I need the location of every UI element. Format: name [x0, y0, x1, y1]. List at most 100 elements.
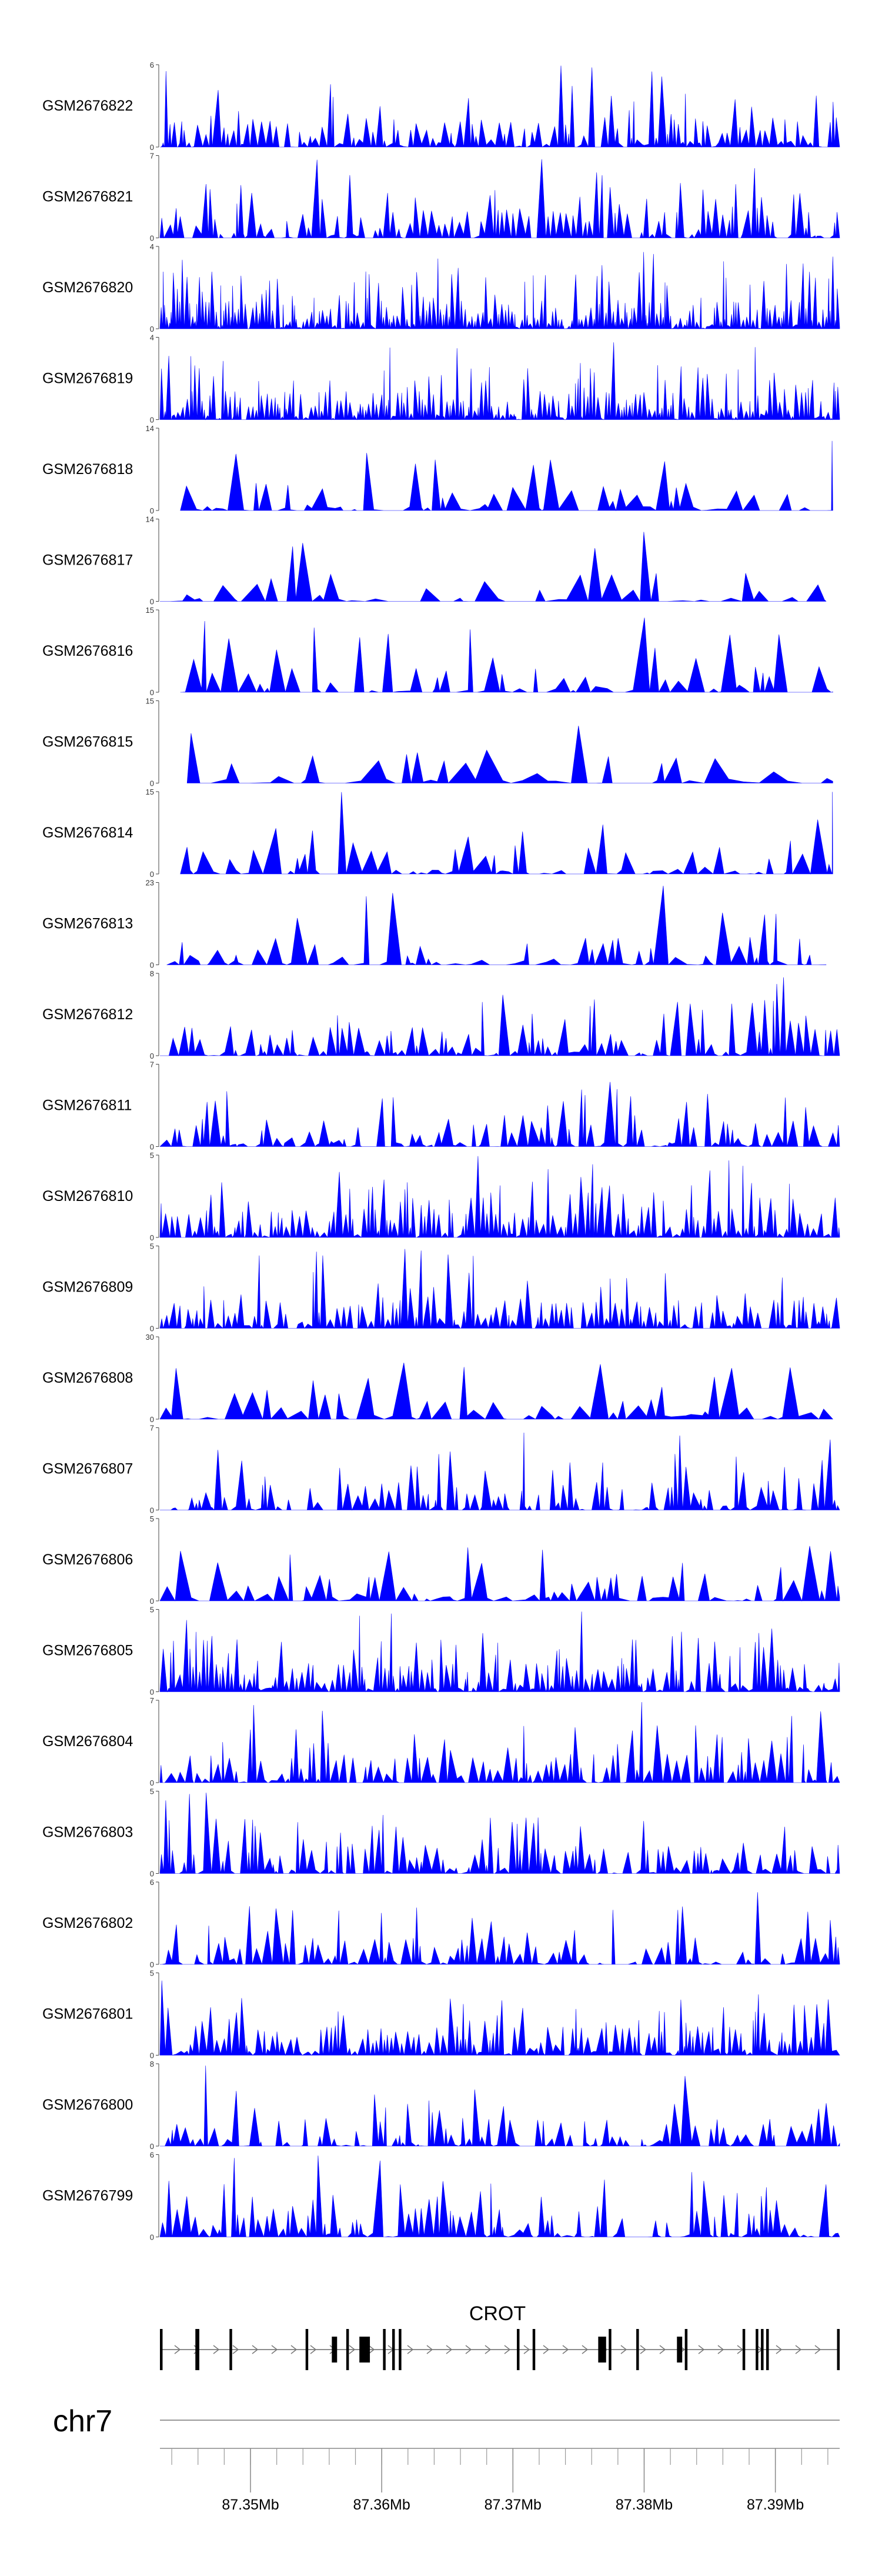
y-axis: 15 0: [146, 606, 159, 697]
strand-arrow: [795, 2345, 802, 2354]
strand-arrow: [174, 2345, 181, 2354]
track-label: GSM2676808: [42, 1370, 133, 1386]
y-min-label: 0: [150, 234, 154, 243]
y-axis: 70: [150, 1424, 159, 1515]
y-axis: 14 0: [146, 424, 159, 515]
strand-arrow: [407, 2345, 414, 2354]
strand-arrow: [562, 2345, 569, 2354]
coverage-area: [159, 1702, 840, 1784]
strand-arrow: [485, 2345, 492, 2354]
y-max-label: 7: [150, 152, 154, 161]
y-max-label: 5: [150, 1787, 154, 1796]
y-axis: 50: [150, 1787, 159, 1878]
y-max-label: 5: [150, 1151, 154, 1160]
y-axis: 14 0: [146, 515, 159, 606]
y-axis: 60: [150, 1878, 159, 1969]
track-label: GSM2676816: [42, 643, 133, 659]
gene-exon: [742, 2329, 746, 2370]
y-max-label: 30: [146, 1333, 154, 1342]
y-min-label: 0: [150, 1688, 154, 1697]
y-axis: 50: [150, 1606, 159, 1697]
track-label: GSM2676822: [42, 98, 133, 114]
coverage-area: [166, 886, 827, 966]
gene-exon: [756, 2329, 759, 2370]
coverage-area: [160, 532, 827, 602]
gene-exon: [609, 2329, 612, 2370]
strand-arrow: [349, 2345, 356, 2354]
coverage-area: [159, 252, 840, 330]
track-label: GSM2676818: [42, 461, 133, 478]
strand-arrow: [232, 2345, 239, 2354]
coverage-area: [160, 977, 840, 1057]
y-min-label: 0: [150, 1870, 154, 1878]
y-min-label: 0: [150, 961, 154, 970]
coverage-track: GSM2676814 15 0: [42, 788, 833, 879]
gene-track: CROT: [160, 2303, 840, 2370]
axis-tick-label: 87.38Mb: [616, 2497, 673, 2513]
strand-arrow: [523, 2345, 530, 2354]
y-axis: 23 0: [146, 879, 159, 970]
axis-tick-label: 87.37Mb: [485, 2497, 542, 2513]
gene-exon: [392, 2329, 395, 2370]
y-max-label: 8: [150, 969, 154, 978]
y-min-label: 0: [150, 1143, 154, 1152]
y-min-label: 0: [150, 688, 154, 697]
y-min-label: 0: [150, 1415, 154, 1424]
track-label: GSM2676807: [42, 1461, 133, 1477]
gene-exon: [229, 2329, 232, 2370]
track-label: GSM2676820: [42, 279, 133, 296]
coverage-area: [180, 618, 833, 693]
y-axis: 40: [150, 333, 159, 425]
coverage-area: [159, 1980, 840, 2056]
y-axis: 70: [150, 1696, 159, 1787]
y-max-label: 5: [150, 1242, 154, 1251]
coverage-area: [159, 2155, 840, 2238]
y-max-label: 4: [150, 333, 154, 342]
y-min-label: 0: [150, 506, 154, 515]
coverage-area: [180, 441, 833, 512]
y-max-label: 7: [150, 1696, 154, 1705]
y-axis: 15 0: [146, 788, 159, 879]
track-label: GSM2676814: [42, 825, 133, 841]
coverage-area: [159, 1249, 840, 1329]
gene-exon: [359, 2337, 370, 2363]
y-min-label: 0: [150, 1324, 154, 1333]
axis-tick-label: 87.39Mb: [747, 2497, 804, 2513]
track-label: GSM2676806: [42, 1551, 133, 1568]
track-label: GSM2676821: [42, 189, 133, 205]
strand-arrow: [310, 2345, 317, 2354]
strand-arrow: [620, 2345, 627, 2354]
y-min-label: 0: [150, 1506, 154, 1515]
coverage-area: [160, 1892, 840, 1965]
gene-exon: [636, 2329, 639, 2370]
coverage-area: [180, 792, 833, 875]
y-max-label: 7: [150, 1424, 154, 1433]
coverage-area: [160, 2066, 840, 2147]
y-max-label: 7: [150, 1060, 154, 1069]
coverage-area: [160, 1432, 840, 1511]
gene-exon: [761, 2329, 764, 2370]
strand-arrow: [426, 2345, 433, 2354]
gene-exon: [517, 2329, 520, 2370]
coverage-tracks: GSM267682260GSM267682170GSM267682040GSM2…: [42, 61, 840, 2242]
coverage-area: [159, 1156, 840, 1239]
strand-arrow: [717, 2345, 724, 2354]
y-max-label: 6: [150, 2151, 154, 2160]
track-label: GSM2676812: [42, 1006, 133, 1023]
y-max-label: 6: [150, 1878, 154, 1887]
strand-arrow: [368, 2345, 375, 2354]
y-min-label: 0: [150, 870, 154, 879]
y-min-label: 0: [150, 2233, 154, 2242]
y-max-label: 15: [146, 606, 154, 615]
